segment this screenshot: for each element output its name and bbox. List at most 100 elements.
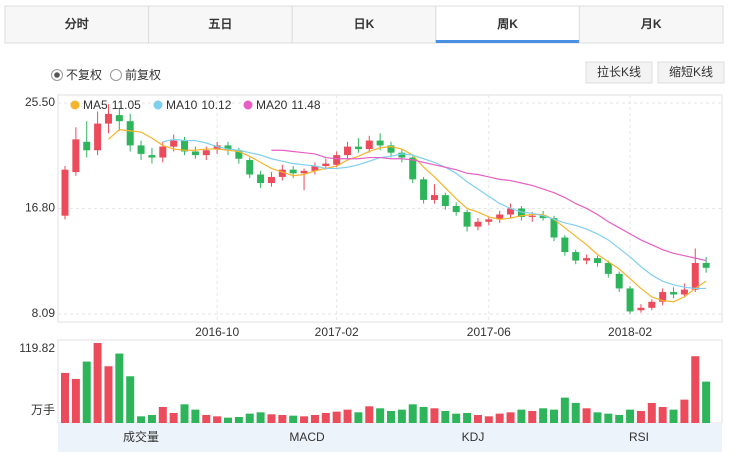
ma-line <box>108 129 707 303</box>
tab[interactable] <box>291 5 437 44</box>
candle-body <box>148 155 156 158</box>
indicator-tab[interactable]: 成交量 <box>123 429 159 444</box>
candle-body <box>507 208 515 215</box>
volume-bar <box>430 408 439 423</box>
volume-bar <box>245 413 254 423</box>
volume-bar <box>582 408 591 423</box>
tab-label[interactable]: 周K <box>497 17 518 31</box>
x-tick-label: 2016-10 <box>195 325 239 339</box>
volume-bar <box>387 410 395 423</box>
candle-body <box>409 157 417 180</box>
candle-body <box>615 273 623 289</box>
radio[interactable] <box>110 69 122 81</box>
volume-bar <box>224 417 232 423</box>
candle-body <box>496 214 504 220</box>
x-tick-label: 2017-06 <box>467 325 511 339</box>
legend-swatch <box>153 100 163 110</box>
volume-bar <box>473 414 482 423</box>
volume-bar <box>332 411 341 423</box>
tab-label[interactable]: 月K <box>640 17 662 31</box>
candle-body <box>311 166 319 171</box>
candle-body <box>115 115 123 122</box>
legend-label: MA10 10.12 <box>166 98 232 112</box>
candle-body <box>159 146 167 158</box>
indicator-bar <box>58 423 722 452</box>
volume-bar <box>636 410 645 423</box>
candle-body <box>572 252 580 261</box>
candle-body <box>322 163 330 167</box>
volume-bar <box>126 376 135 423</box>
candle-body <box>365 140 373 150</box>
volume-bar <box>463 412 472 423</box>
radio-label[interactable]: 不复权 <box>66 68 102 82</box>
x-tick-label: 2018-02 <box>608 325 652 339</box>
volume-bar <box>691 356 700 423</box>
tab[interactable] <box>148 5 293 44</box>
ma-line <box>271 149 707 262</box>
volume-bar <box>626 409 635 423</box>
volume-bar <box>495 413 504 423</box>
volume-bar <box>441 410 450 423</box>
candle-body <box>430 195 438 200</box>
volume-bar <box>571 402 580 423</box>
volume-bar <box>169 412 178 423</box>
volume-bar <box>528 410 537 423</box>
indicator-tab[interactable]: MACD <box>289 430 325 444</box>
volume-bar <box>397 409 406 423</box>
volume-bar <box>647 402 656 423</box>
candle-body <box>626 288 634 312</box>
legend-value: 11.05 <box>112 98 141 112</box>
tab[interactable] <box>578 5 724 44</box>
button-label[interactable]: 缩短K线 <box>669 64 713 79</box>
volume-bar <box>147 414 156 423</box>
candle-body <box>680 289 688 295</box>
volume-bar <box>560 397 569 423</box>
legend-swatch <box>70 100 80 110</box>
radio-dot <box>54 72 60 78</box>
candle-body <box>561 237 569 253</box>
legend-label: MA5 11.05 <box>83 98 141 112</box>
volume-bar <box>278 414 287 423</box>
candle-body <box>420 179 428 200</box>
tab-active-bar <box>435 40 580 43</box>
legend-name: MA5 <box>83 98 108 112</box>
volume-bar <box>180 404 189 423</box>
candle-body <box>550 218 558 238</box>
candle-body <box>344 146 352 156</box>
tab[interactable] <box>4 5 150 44</box>
volume-bar <box>289 415 298 423</box>
candle-body <box>72 139 80 173</box>
candle-body <box>485 219 493 222</box>
candle-body <box>333 155 341 165</box>
volume-bar <box>539 408 548 423</box>
tab-label[interactable]: 日K <box>354 17 375 31</box>
indicator-tab[interactable]: RSI <box>629 430 649 444</box>
indicator-tab[interactable]: KDJ <box>462 430 485 444</box>
volume-bar <box>267 414 276 423</box>
volume-bar <box>419 406 428 423</box>
candle-body <box>452 206 460 213</box>
button[interactable] <box>657 61 725 84</box>
radio-label[interactable]: 前复权 <box>125 67 161 82</box>
candle-body <box>604 262 612 274</box>
candle-body <box>517 208 525 217</box>
candle-body <box>300 170 308 174</box>
button[interactable] <box>585 61 653 84</box>
candle-body <box>267 176 275 183</box>
candle-body <box>659 292 667 302</box>
candle-body <box>191 151 199 156</box>
candle-body <box>235 150 243 159</box>
candle-body <box>278 169 286 177</box>
volume-bar <box>702 381 711 423</box>
volume-bar <box>354 412 363 423</box>
candle-body <box>289 169 297 174</box>
candle-body <box>691 262 699 290</box>
volume-bar <box>506 412 515 423</box>
tab-label[interactable]: 分时 <box>65 16 89 31</box>
volume-bar <box>669 409 678 423</box>
button-label[interactable]: 拉长K线 <box>597 64 641 79</box>
candle-body <box>137 145 145 154</box>
x-tick-label: 2017-02 <box>315 325 359 339</box>
volume-bar <box>517 409 526 423</box>
tab-label[interactable]: 五日 <box>208 17 232 31</box>
